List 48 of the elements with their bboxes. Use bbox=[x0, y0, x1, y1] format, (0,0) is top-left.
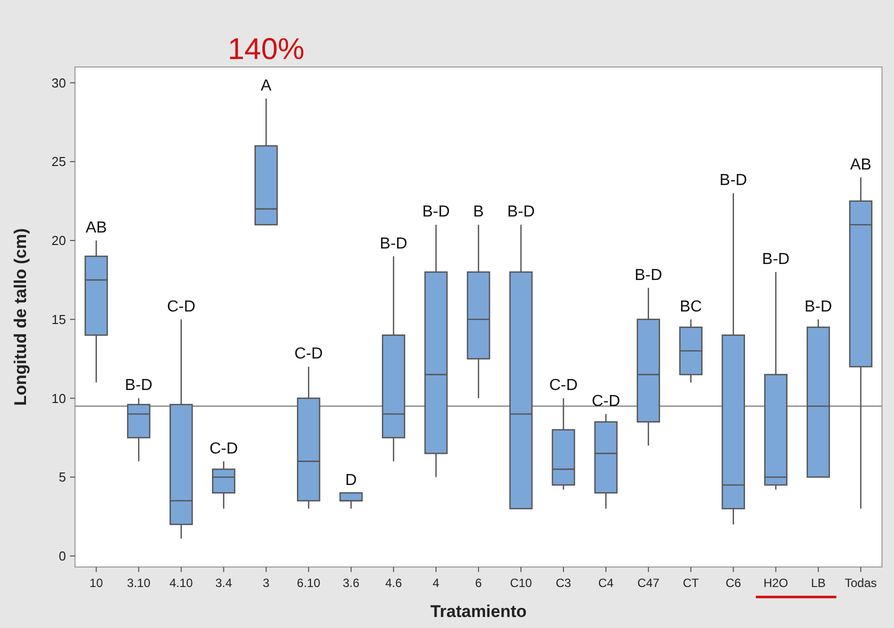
x-tick-label: LB bbox=[810, 576, 826, 590]
annotation: D bbox=[345, 472, 357, 489]
x-tick-label: H2O bbox=[763, 576, 788, 590]
x-tick-label: C4 bbox=[598, 576, 614, 590]
x-tick-label: C47 bbox=[637, 576, 660, 590]
annotation: C-D bbox=[294, 346, 323, 363]
annotation: B-D bbox=[380, 235, 408, 252]
annotation: B-D bbox=[762, 251, 790, 268]
annotation: B-D bbox=[634, 266, 662, 284]
x-tick-label: 6.10 bbox=[296, 576, 321, 590]
x-tick-label: C10 bbox=[510, 576, 532, 590]
annotation: C-D bbox=[209, 440, 238, 458]
x-tick-label: 6 bbox=[475, 576, 482, 590]
annotation: AB bbox=[86, 220, 107, 236]
annotation: B-D bbox=[720, 172, 748, 190]
y-tick-label: 5 bbox=[58, 470, 66, 485]
x-tick-label: 3.4 bbox=[215, 576, 232, 590]
y-tick-label: 30 bbox=[52, 75, 66, 90]
annotation: B-D bbox=[507, 204, 535, 221]
x-tick-label: 4.10 bbox=[170, 576, 194, 590]
annotation: C-D bbox=[166, 298, 196, 316]
x-tick-label: C3 bbox=[556, 576, 572, 590]
annotation: AB bbox=[850, 156, 872, 174]
annotation: BC bbox=[680, 298, 702, 316]
x-tick-label: 3.10 bbox=[127, 576, 151, 590]
y-tick-label: 0 bbox=[58, 548, 66, 564]
text: 140% bbox=[228, 33, 304, 66]
x-tick-label: 4.6 bbox=[385, 576, 402, 590]
x-tick-label: 3 bbox=[262, 576, 270, 590]
y-tick-label: 20 bbox=[52, 233, 66, 248]
x-axis-title: Tratamiento bbox=[430, 602, 527, 621]
x-tick-label: CT bbox=[682, 576, 700, 590]
y-tick-label: 15 bbox=[52, 312, 66, 327]
y-tick-label: 10 bbox=[52, 390, 66, 406]
x-tick-label: 4 bbox=[432, 576, 440, 590]
y-tick-label: 25 bbox=[52, 154, 66, 170]
y-axis-title: Longitud de tallo (cm) bbox=[11, 228, 30, 406]
annotation: B-D bbox=[124, 377, 152, 394]
annotation: B-D bbox=[422, 204, 450, 221]
annotation: A bbox=[260, 78, 272, 95]
annotation: B-D bbox=[804, 298, 832, 316]
annotation: B bbox=[473, 204, 484, 221]
x-tick-label: Todas bbox=[844, 576, 877, 590]
annotation: C-D bbox=[549, 377, 578, 394]
x-tick-label: 10 bbox=[90, 576, 104, 590]
annotation: C-D bbox=[592, 393, 620, 410]
x-tick-label: 3.6 bbox=[342, 576, 360, 590]
x-tick-label: C6 bbox=[726, 576, 742, 590]
